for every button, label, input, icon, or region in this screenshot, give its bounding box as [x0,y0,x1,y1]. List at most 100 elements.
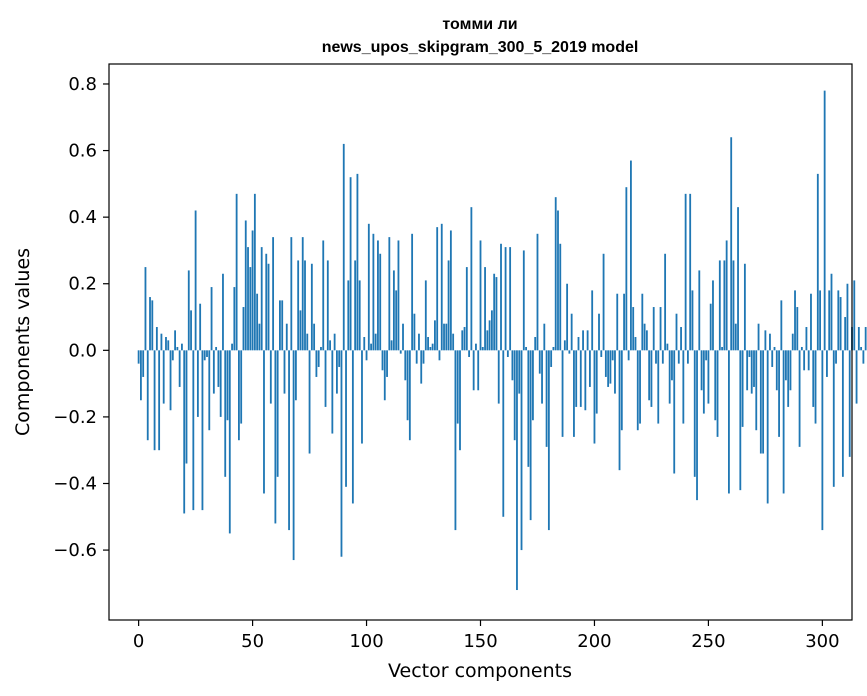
bar-component-311 [846,283,849,351]
bar-component-198 [588,350,591,387]
bar-component-0 [137,350,140,364]
bar-component-201 [595,350,598,414]
bar-component-105 [377,240,379,351]
bar-component-27 [199,303,202,351]
bar-component-214 [625,187,628,351]
bar-component-283 [782,350,785,494]
bar-component-229 [659,307,662,351]
bar-component-78 [315,350,318,377]
bar-component-152 [484,267,486,351]
bar-component-258 [725,240,728,351]
bar-component-212 [620,350,623,431]
bar-component-24 [192,350,195,511]
bar-component-239 [682,350,685,424]
bar-component-225 [650,350,653,407]
bar-component-255 [718,260,721,351]
bar-component-287 [791,333,794,351]
bar-component-197 [586,330,589,351]
bar-component-286 [789,350,792,391]
bar-component-17 [176,346,179,351]
bar-component-279 [773,346,776,351]
bar-component-3 [144,267,147,351]
bar-component-107 [381,350,384,371]
bar-component-8 [155,327,158,351]
y-tick-label: 0.8 [68,74,97,95]
bar-component-137 [449,230,452,351]
bar-component-289 [796,307,799,351]
bar-component-120 [411,233,414,351]
bar-component-189 [568,350,571,354]
bar-component-121 [413,313,416,351]
bar-component-228 [657,350,660,424]
bar-component-306 [835,350,837,364]
bar-component-145 [468,350,471,357]
bar-component-307 [837,290,840,351]
bar-component-300 [821,350,824,531]
bar-component-131 [436,227,439,351]
bar-component-164 [511,350,514,381]
bar-component-110 [388,237,391,351]
bar-component-140 [456,350,459,424]
bar-component-82 [324,350,327,407]
bar-component-210 [616,293,619,351]
bar-component-26 [196,350,199,417]
bar-component-19 [181,343,183,351]
bar-component-174 [534,337,537,351]
bar-component-25 [194,210,197,351]
chart-title-line-1: томми ли [442,16,517,33]
bar-component-134 [443,323,445,351]
bar-component-62 [279,300,281,351]
bar-component-204 [602,253,605,351]
bar-component-89 [340,350,343,557]
bar-component-32 [210,287,213,351]
bar-component-280 [775,350,778,391]
bar-component-153 [486,330,489,351]
bar-component-251 [709,303,712,351]
bar-component-288 [794,290,796,351]
bar-component-79 [317,350,320,367]
bar-component-74 [306,333,309,351]
y-tick-label: −0.4 [53,473,97,494]
bar-component-294 [807,350,810,371]
bar-component-268 [748,350,751,357]
bar-component-45 [240,350,243,424]
y-axis-ticks: 0.8 0.6 0.4 0.2 0.0 −0.2 −0.4 −0.6 [53,74,109,561]
x-tick-label: 250 [691,631,725,652]
bar-component-234 [671,350,673,381]
bar-component-193 [577,337,580,351]
bar-component-77 [313,323,316,351]
bar-component-176 [538,350,541,374]
bar-component-257 [723,260,726,351]
bar-component-177 [541,350,543,404]
bar-component-233 [668,350,671,404]
bar-component-60 [274,350,277,524]
bar-component-261 [732,260,735,351]
bar-component-40 [228,350,231,534]
bar-component-200 [593,350,596,444]
bar-component-29 [203,350,206,361]
bar-component-58 [269,350,272,404]
bar-component-83 [326,260,329,351]
bar-component-47 [244,220,247,351]
bar-component-41 [231,343,233,351]
x-tick-label: 300 [805,631,839,652]
bar-component-238 [680,327,682,351]
bar-component-49 [249,267,252,351]
bar-component-226 [652,307,655,351]
bar-component-103 [372,233,375,351]
bar-component-242 [689,193,692,351]
bars-group [137,90,867,591]
bar-component-7 [153,350,156,451]
bar-component-119 [408,350,411,441]
bar-component-178 [543,323,546,351]
bar-component-75 [308,350,311,454]
bar-component-94 [351,350,354,504]
bar-component-277 [769,333,771,351]
bar-component-115 [399,350,402,354]
bar-component-191 [573,350,575,437]
bar-component-76 [310,263,313,351]
bar-component-219 [636,350,639,431]
bar-component-28 [201,350,204,511]
bar-component-207 [609,350,612,384]
bar-component-97 [358,280,361,351]
